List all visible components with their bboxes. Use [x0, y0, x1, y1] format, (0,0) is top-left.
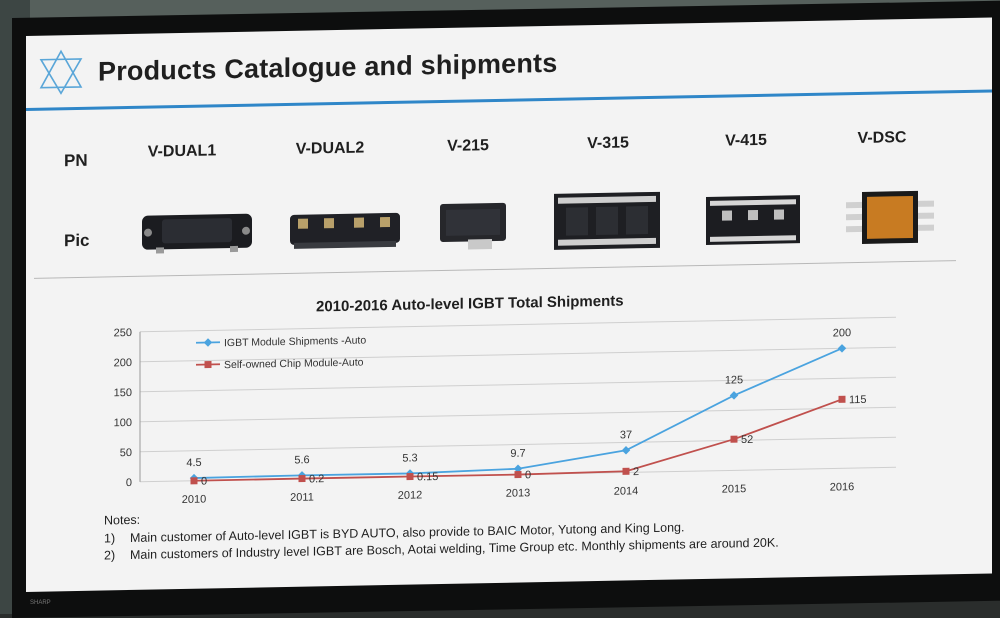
x-tick-label: 2012	[398, 489, 422, 501]
x-tick-label: 2013	[506, 487, 530, 499]
data-point	[623, 468, 630, 475]
dsc-chip-icon	[844, 185, 936, 251]
data-point	[407, 473, 414, 480]
igbt-module-icon	[136, 208, 258, 258]
legend-label: IGBT Module Shipments -Auto	[224, 334, 366, 349]
gridline	[140, 407, 896, 422]
data-label: 4.5	[186, 457, 201, 469]
data-label: 52	[741, 434, 753, 446]
slide: Products Catalogue and shipments PN Pic …	[26, 17, 992, 592]
product-pn-v-415: V-415	[686, 131, 806, 151]
data-label: 0.2	[309, 473, 324, 485]
x-tick-label: 2011	[290, 491, 314, 503]
title-underline	[26, 89, 992, 111]
gridline	[140, 317, 896, 332]
data-label: 37	[620, 429, 632, 441]
section-divider	[34, 260, 956, 279]
product-pn-v-dual1: V-DUAL1	[122, 142, 242, 162]
data-point	[191, 477, 198, 484]
y-tick-label: 250	[114, 327, 132, 339]
note-number: 1)	[104, 530, 130, 548]
igbt-module-icon	[436, 197, 510, 256]
y-tick-label: 0	[126, 477, 132, 489]
pic-row-label: Pic	[64, 231, 90, 251]
data-label: 9.7	[510, 448, 525, 460]
product-pn-v-215: V-215	[408, 136, 528, 156]
x-tick-label: 2015	[722, 483, 746, 495]
data-label: 125	[725, 374, 743, 386]
pn-row-label: PN	[64, 151, 88, 171]
chart-title: 2010-2016 Auto-level IGBT Total Shipment…	[316, 293, 624, 316]
data-point	[730, 391, 738, 399]
gridline	[140, 377, 896, 392]
y-tick-label: 200	[114, 357, 132, 369]
y-tick-label: 100	[114, 417, 132, 429]
data-label: 5.6	[294, 454, 309, 466]
igbt-module-icon	[552, 188, 662, 256]
y-tick-label: 150	[114, 387, 132, 399]
product-pn-v-dsc: V-DSC	[822, 128, 942, 148]
note-number: 2)	[104, 547, 130, 565]
data-label: 2	[633, 466, 639, 478]
legend-label: Self-owned Chip Module-Auto	[224, 357, 364, 372]
page-title: Products Catalogue and shipments	[98, 48, 557, 88]
legend-marker	[205, 361, 212, 368]
igbt-module-icon	[284, 205, 406, 255]
y-tick-label: 50	[120, 447, 132, 459]
triangle-star-logo-icon	[38, 49, 84, 96]
igbt-module-icon	[702, 189, 804, 253]
product-pn-v-dual2: V-DUAL2	[270, 139, 390, 159]
product-pn-v-315: V-315	[548, 134, 668, 154]
legend-marker	[204, 338, 212, 346]
x-tick-label: 2014	[614, 485, 638, 497]
data-point	[731, 436, 738, 443]
data-point	[515, 471, 522, 478]
data-label: 0.15	[417, 471, 438, 483]
x-tick-label: 2016	[830, 481, 854, 493]
x-tick-label: 2010	[182, 494, 206, 506]
data-point	[839, 396, 846, 403]
data-label: 0	[201, 476, 207, 488]
data-label: 0	[525, 469, 531, 481]
data-point	[622, 446, 630, 454]
data-label: 115	[849, 394, 867, 406]
data-point	[299, 475, 306, 482]
data-point	[838, 344, 846, 352]
monitor-brand: SHARP	[30, 600, 51, 606]
data-label: 5.3	[402, 452, 417, 464]
data-label: 200	[833, 327, 851, 339]
